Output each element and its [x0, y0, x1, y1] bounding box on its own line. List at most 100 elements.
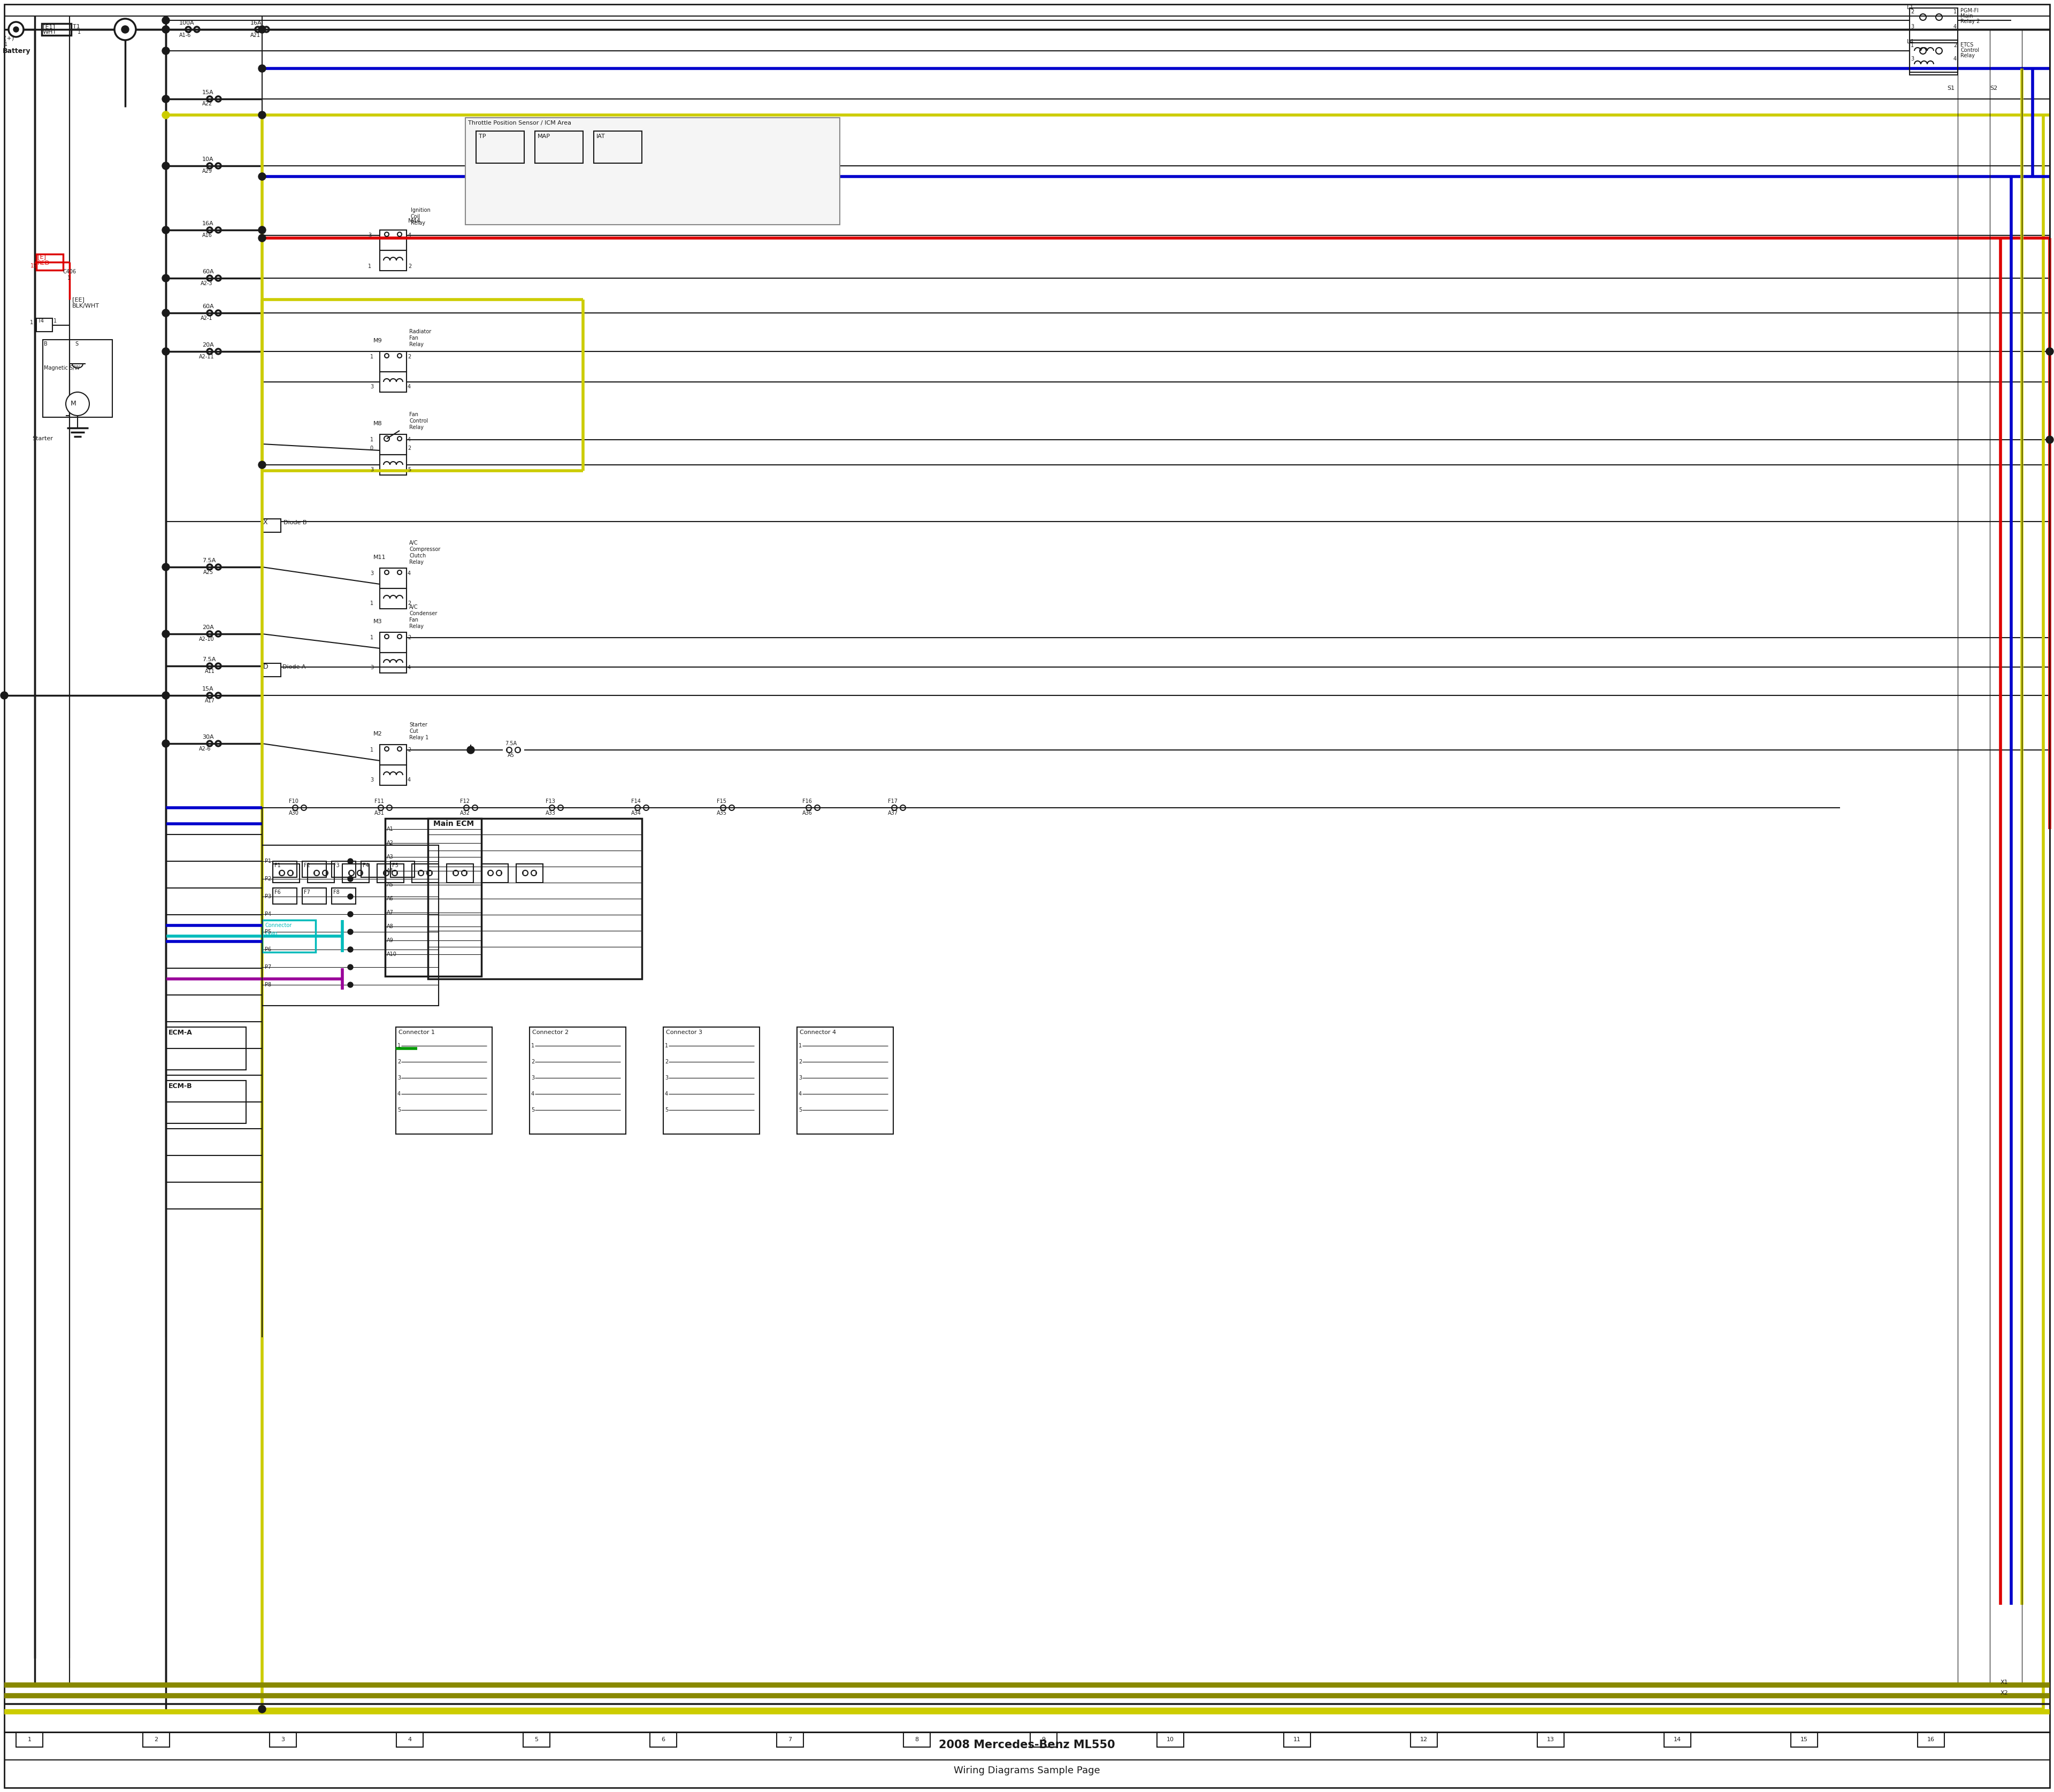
- Bar: [477, 131, 524, 163]
- Text: 16A: 16A: [201, 220, 214, 226]
- Text: Relay: Relay: [1960, 54, 1974, 59]
- Bar: [534, 131, 583, 163]
- Bar: [302, 889, 327, 903]
- Text: 15A: 15A: [201, 90, 214, 95]
- Circle shape: [347, 930, 353, 934]
- Text: 60A: 60A: [201, 305, 214, 310]
- Bar: [1910, 7, 1957, 39]
- Circle shape: [162, 25, 170, 34]
- Text: Relay: Relay: [409, 342, 423, 348]
- Bar: [481, 864, 507, 883]
- Bar: [530, 1027, 626, 1134]
- Text: 1: 1: [396, 1043, 401, 1048]
- Text: A29: A29: [201, 168, 212, 174]
- Text: P1: P1: [265, 858, 271, 864]
- Bar: [273, 864, 300, 883]
- Bar: [16, 1733, 43, 1747]
- Text: 2: 2: [532, 1059, 534, 1064]
- Text: 7.5A: 7.5A: [201, 658, 216, 663]
- Circle shape: [66, 392, 88, 416]
- Circle shape: [115, 18, 136, 39]
- Text: A33: A33: [546, 810, 557, 815]
- Text: P8: P8: [265, 982, 271, 987]
- Circle shape: [162, 563, 170, 572]
- Text: [E1]: [E1]: [43, 23, 55, 29]
- Text: F2: F2: [304, 862, 310, 867]
- Text: 1: 1: [53, 319, 58, 324]
- Text: S2: S2: [1990, 86, 1996, 91]
- Text: A30: A30: [290, 810, 300, 815]
- Text: Starter: Starter: [409, 722, 427, 728]
- Circle shape: [347, 982, 353, 987]
- Bar: [308, 864, 335, 883]
- Text: 2: 2: [407, 355, 411, 360]
- Bar: [1918, 1733, 1945, 1747]
- Text: TP: TP: [479, 134, 487, 140]
- Bar: [380, 434, 407, 455]
- Text: 5: 5: [396, 1107, 401, 1113]
- Text: Radiator: Radiator: [409, 330, 431, 335]
- Text: 3: 3: [370, 778, 374, 783]
- Bar: [380, 633, 407, 652]
- Text: Compressor: Compressor: [409, 547, 440, 552]
- Text: F4: F4: [364, 862, 370, 867]
- Text: P2: P2: [265, 876, 271, 882]
- Text: T1: T1: [72, 23, 80, 29]
- Circle shape: [347, 912, 353, 918]
- Text: 1: 1: [665, 1043, 668, 1048]
- Text: A32: A32: [460, 810, 470, 815]
- Bar: [380, 455, 407, 475]
- Text: A2: A2: [386, 840, 394, 846]
- Text: 12: 12: [1419, 1736, 1428, 1742]
- Text: Clutch: Clutch: [409, 554, 425, 559]
- Bar: [904, 1733, 930, 1747]
- Text: Condenser: Condenser: [409, 611, 438, 616]
- Text: D: D: [263, 663, 269, 670]
- Text: C406: C406: [64, 269, 76, 274]
- Text: 3: 3: [799, 1075, 801, 1081]
- Bar: [1536, 1733, 1563, 1747]
- Text: S1: S1: [1947, 86, 1955, 91]
- Text: A8: A8: [386, 925, 394, 930]
- Text: 20A: 20A: [201, 625, 214, 631]
- Text: Relay: Relay: [409, 624, 423, 629]
- Bar: [1910, 43, 1957, 75]
- Text: X1: X1: [2001, 1679, 2009, 1684]
- Text: 8: 8: [914, 1736, 918, 1742]
- Circle shape: [2046, 348, 2054, 355]
- Text: 3: 3: [370, 383, 374, 389]
- Circle shape: [162, 161, 170, 170]
- Text: A2-3: A2-3: [201, 281, 214, 287]
- Text: A9: A9: [386, 937, 394, 943]
- Text: F6: F6: [275, 889, 281, 894]
- Bar: [380, 588, 407, 609]
- Text: 16: 16: [1927, 1736, 1935, 1742]
- Bar: [263, 846, 440, 1005]
- Text: Connector: Connector: [265, 923, 292, 928]
- Text: MAP: MAP: [538, 134, 550, 140]
- Text: 3: 3: [370, 665, 374, 670]
- Text: 4: 4: [409, 233, 411, 238]
- Text: 2: 2: [407, 747, 411, 753]
- Text: 7.5A: 7.5A: [201, 557, 216, 563]
- Circle shape: [162, 310, 170, 317]
- Text: A7: A7: [386, 910, 394, 916]
- Text: F12: F12: [460, 799, 470, 805]
- Text: A22: A22: [201, 100, 212, 106]
- Bar: [380, 371, 407, 392]
- Text: F3: F3: [333, 862, 339, 867]
- Text: F15: F15: [717, 799, 727, 805]
- Text: 2: 2: [409, 263, 411, 269]
- Text: 4: 4: [1953, 23, 1957, 29]
- Text: 4: 4: [799, 1091, 801, 1097]
- Text: 10A: 10A: [201, 156, 214, 161]
- Text: A21: A21: [251, 32, 261, 38]
- Text: Relay 1: Relay 1: [409, 735, 429, 740]
- Text: Fan: Fan: [409, 412, 419, 418]
- Text: 3: 3: [368, 233, 372, 238]
- Text: Main ECM: Main ECM: [433, 821, 474, 828]
- Text: 1: 1: [370, 747, 374, 753]
- Text: A5: A5: [386, 882, 394, 887]
- Text: 15A: 15A: [201, 686, 214, 692]
- Text: Magnetic S/W: Magnetic S/W: [43, 366, 80, 371]
